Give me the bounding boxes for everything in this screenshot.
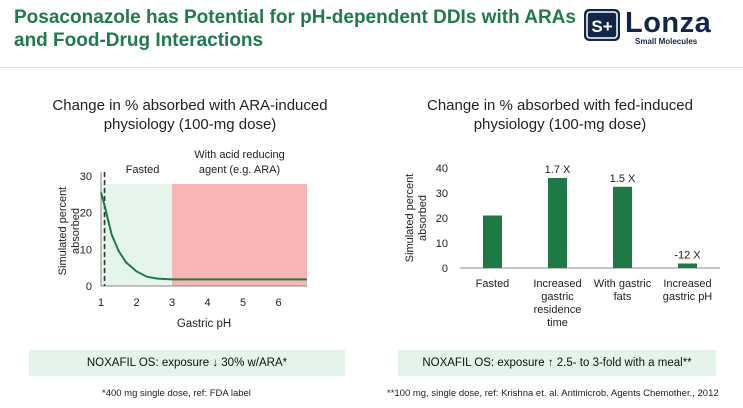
left-x-tick-label: 4 (204, 297, 210, 309)
category-label-line: Fasted (476, 278, 510, 290)
ara-region-label-line-1: With acid reducing (194, 149, 285, 161)
left-x-tick-label: 5 (240, 297, 246, 309)
right-y-label-line-2: absorbed (417, 195, 429, 241)
absorption-curve (100, 192, 307, 281)
bar-data-label: -12 X (674, 250, 701, 262)
left-y-tick-label: 0 (86, 281, 92, 293)
right-chart-y-axis-label: Simulated percentabsorbed (404, 174, 429, 263)
left-y-tick-label: 30 (80, 171, 92, 183)
logo-mark-text: S+ (591, 17, 612, 36)
bar-data-label: 1.5 X (610, 173, 636, 185)
right-footnote: **100 mg, single dose, ref: Krishna et. … (387, 388, 719, 399)
bar (613, 186, 632, 268)
left-chart-y-axis-label: Simulated percentabsorbed (57, 187, 82, 276)
category-label: With gastric fats (594, 278, 652, 303)
ara-region (172, 184, 307, 286)
right-chart-title-line-2: physiology (100-mg dose) (473, 116, 647, 133)
left-y-label-line-1: Simulated percent (57, 187, 69, 276)
ara-region-label-line-2: agent (e.g. ARA) (199, 164, 280, 176)
category-label: Increased gastric residence time (533, 278, 581, 329)
category-label: Increased gastric pH (663, 278, 713, 303)
right-y-tick-label: 10 (436, 238, 448, 250)
lonza-logo: S+ Lonza Small Molecules (583, 6, 733, 46)
right-y-label-line-1: Simulated percent (404, 174, 416, 263)
right-y-tick-label: 20 (436, 213, 448, 225)
logo-wordmark: Lonza (625, 7, 712, 39)
left-y-tick-label: 20 (80, 208, 92, 220)
right-y-tick-label: 40 (436, 163, 448, 175)
category-label-line: residence (534, 304, 582, 316)
right-note-box: NOXAFIL OS: exposure ↑ 2.5- to 3-fold wi… (398, 350, 716, 376)
category-label-line: gastric pH (663, 291, 713, 303)
bar (678, 263, 697, 268)
category-label-line: fats (614, 291, 632, 303)
bar (548, 178, 567, 268)
fasted-region-label: Fasted (126, 164, 160, 176)
left-chart-x-axis-label: Gastric pH (177, 318, 231, 330)
category-label-line: time (547, 317, 568, 329)
right-chart-title: Change in % absorbed with fed-induced ph… (390, 96, 730, 134)
left-x-tick-label: 1 (98, 297, 104, 309)
left-chart-title-line-2: physiology (100-mg dose) (103, 116, 277, 133)
title-line-1: Posaconazole has Potential for pH-depend… (14, 7, 576, 28)
left-x-tick-label: 3 (169, 297, 175, 309)
slide-title: Posaconazole has Potential for pH-depend… (14, 6, 576, 52)
category-label-line: With gastric (594, 278, 652, 290)
bar (483, 215, 502, 268)
left-y-tick-label: 10 (80, 244, 92, 256)
header-divider (0, 67, 743, 68)
left-x-tick-label: 2 (133, 297, 139, 309)
left-footnote: *400 mg single dose, ref: FDA label (102, 388, 251, 399)
left-y-label-line-2: absorbed (70, 208, 82, 254)
lonza-mark-icon: S+ (584, 9, 620, 41)
left-chart-title-line-1: Change in % absorbed with ARA-induced (52, 97, 328, 114)
right-y-tick-label: 30 (436, 188, 448, 200)
logo-subtitle: Small Molecules (635, 37, 698, 46)
bar-data-label: 1.7 X (545, 164, 571, 176)
left-x-tick-label: 6 (276, 297, 282, 309)
category-label-line: Increased (663, 278, 711, 290)
left-chart-title: Change in % absorbed with ARA-induced ph… (20, 96, 360, 134)
left-note-box: NOXAFIL OS: exposure ↓ 30% w/ARA* (29, 350, 345, 376)
category-label-line: gastric (541, 291, 574, 303)
right-chart-title-line-1: Change in % absorbed with fed-induced (426, 97, 693, 114)
right-y-tick-label: 0 (442, 263, 448, 275)
category-label-line: Increased (533, 278, 581, 290)
category-label: Fasted (476, 278, 510, 290)
title-line-2: and Food-Drug Interactions (14, 30, 264, 51)
